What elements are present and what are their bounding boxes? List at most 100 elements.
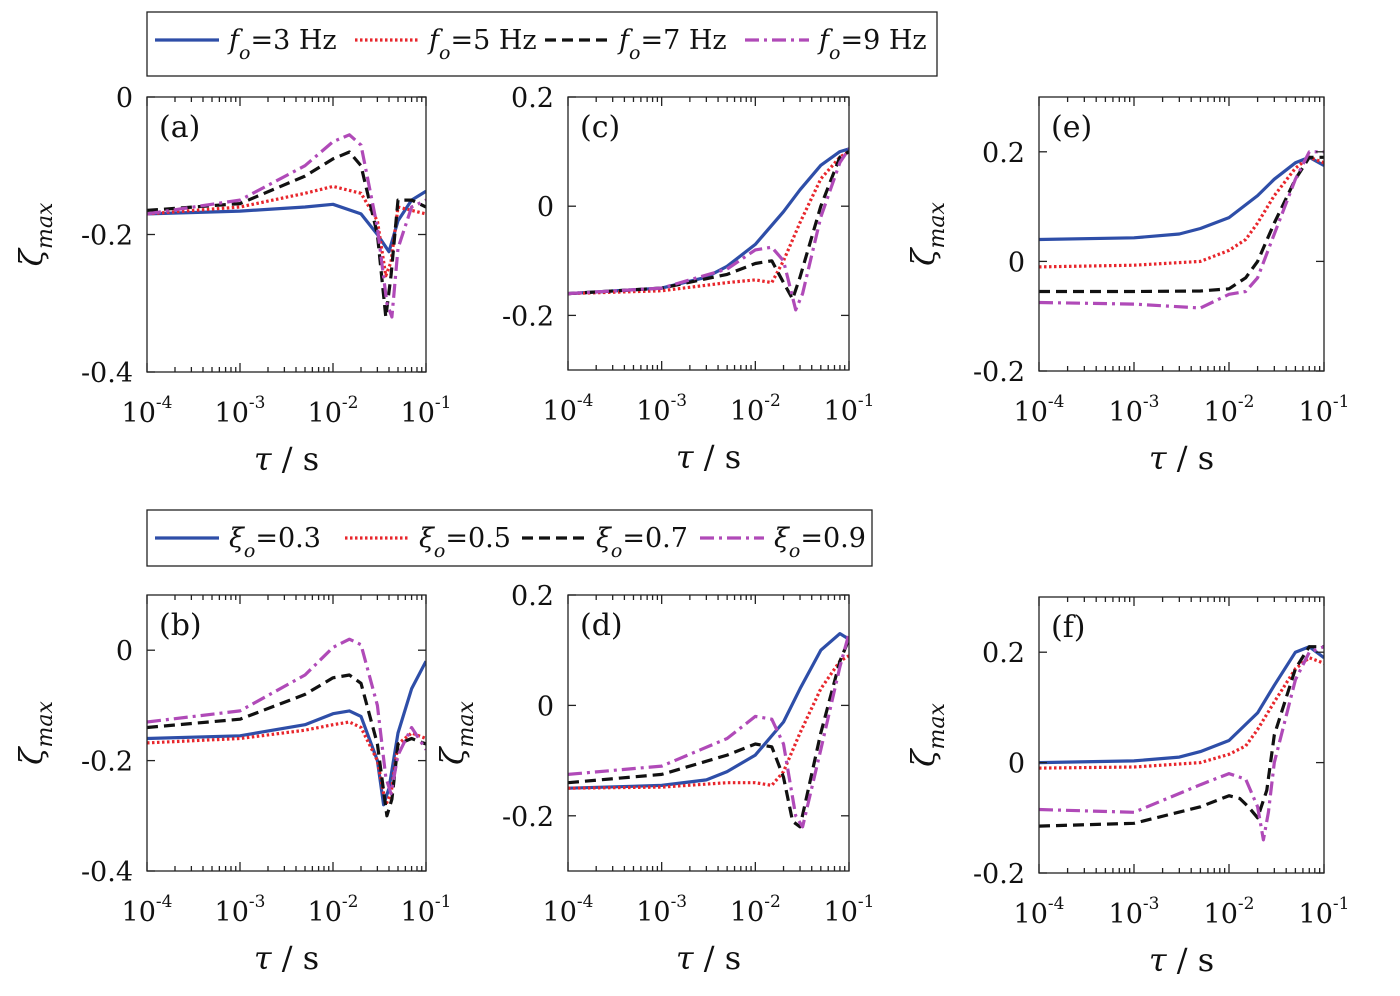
x-tick-label: 10-1 xyxy=(824,892,875,928)
y-tick-label: 0 xyxy=(537,192,554,223)
x-tick-label: 10-4 xyxy=(1014,392,1065,428)
series-line-s1 xyxy=(568,632,849,790)
y-tick-label: 0.2 xyxy=(982,138,1025,169)
panel-label: (b) xyxy=(159,608,202,643)
x-axis-label: τ / s xyxy=(676,939,741,977)
x-axis-label: τ / s xyxy=(676,438,741,476)
legend-entry-label: ξo=0.5 xyxy=(419,523,511,562)
panel-b: 10-4 10-3 10-2 10-1 -0.4 -0.2 0 (b) τ / s ζmax xyxy=(12,594,452,977)
series-line-s1 xyxy=(568,147,849,296)
series-line-s4 xyxy=(568,148,849,312)
series-line-s3 xyxy=(568,150,849,301)
series-line-s3 xyxy=(1039,645,1324,828)
legend-frame xyxy=(146,11,938,77)
x-tick-label: 10-1 xyxy=(1299,392,1350,428)
y-tick-label: 0 xyxy=(116,636,133,667)
series-line-s4 xyxy=(1039,645,1324,842)
y-tick-label: 0.2 xyxy=(511,83,554,114)
x-tick-label: 10-3 xyxy=(1109,894,1160,930)
y-tick-label: 0.2 xyxy=(982,638,1025,669)
series-line-s2 xyxy=(1039,155,1324,269)
y-tick-label: 0.2 xyxy=(511,581,554,612)
panel-label: (a) xyxy=(159,110,200,145)
legend-entry-label: fo=5 Hz xyxy=(427,25,537,64)
panel-a: 10-4 10-3 10-2 10-1 -0.4 -0.2 0 (a) τ / s ζmax xyxy=(12,83,451,478)
y-tick-label: -0.2 xyxy=(502,802,554,833)
y-tick-label: 0 xyxy=(537,691,554,722)
x-axis-label: τ / s xyxy=(1149,439,1214,477)
panel-label: (f) xyxy=(1051,610,1086,645)
y-tick-label: -0.2 xyxy=(81,747,133,778)
y-tick-label: -0.4 xyxy=(81,358,133,389)
panel-f: 10-4 10-3 10-2 10-1 -0.2 0 0.2 (f) τ / s ζmax xyxy=(904,596,1350,979)
x-axis-label: τ / s xyxy=(254,939,319,977)
y-tick-label: -0.2 xyxy=(81,221,133,252)
series-line-s4 xyxy=(147,637,426,796)
series-line-s3 xyxy=(147,673,426,818)
x-tick-label: 10-3 xyxy=(215,892,266,928)
panels-layer: 10-4 10-3 10-2 10-1-0.4-0.20(a)τ / sζmax10-… xyxy=(12,83,1349,979)
x-tick-label: 10-4 xyxy=(122,892,173,928)
legend-top: fo=3 Hz fo=5 Hz fo=7 Hz fo=9 Hz xyxy=(146,11,938,77)
x-tick-label: 10-2 xyxy=(730,892,781,928)
y-tick-label: 0 xyxy=(1008,749,1025,780)
y-tick-label: -0.4 xyxy=(81,857,133,888)
panel-label: (c) xyxy=(580,110,620,145)
y-tick-label: -0.2 xyxy=(973,859,1025,890)
legend-frame xyxy=(146,509,873,567)
series-line-s1 xyxy=(147,189,426,254)
series-line-s2 xyxy=(568,654,849,790)
legend-entry-label: ξo=0.9 xyxy=(774,523,866,562)
y-axis-label: ζmax xyxy=(904,202,950,266)
x-tick-label: 10-1 xyxy=(401,892,452,928)
y-tick-label: -0.2 xyxy=(502,301,554,332)
x-tick-label: 10-3 xyxy=(636,391,687,427)
y-axis-label: ζmax xyxy=(12,701,58,765)
x-tick-label: 10-4 xyxy=(543,391,594,427)
axes-frame xyxy=(567,96,850,371)
series-line-s3 xyxy=(568,638,849,829)
series-line-s4 xyxy=(147,133,426,319)
x-tick-label: 10-1 xyxy=(1299,894,1350,930)
x-tick-label: 10-3 xyxy=(215,393,266,429)
y-tick-label: 0 xyxy=(1008,247,1025,278)
series-line-s4 xyxy=(1039,150,1324,310)
series-line-s3 xyxy=(1039,155,1324,294)
y-axis-label: ζmax xyxy=(904,703,950,767)
axes-frame xyxy=(146,594,427,872)
axes-frame xyxy=(567,594,850,872)
x-tick-label: 10-1 xyxy=(401,393,452,429)
x-tick-label: 10-4 xyxy=(122,393,173,429)
series-line-s1 xyxy=(1039,155,1324,242)
x-tick-label: 10-2 xyxy=(308,393,359,429)
x-tick-label: 10-3 xyxy=(1109,392,1160,428)
legend-entry-label: ξo=0.7 xyxy=(596,523,688,562)
y-axis-label: ζmax xyxy=(12,202,58,266)
series-line-s2 xyxy=(147,720,426,807)
legend-entry-label: ξo=0.3 xyxy=(229,523,321,562)
x-tick-label: 10-2 xyxy=(308,892,359,928)
series-line-s2 xyxy=(147,184,426,278)
panel-e: 10-4 10-3 10-2 10-1 -0.2 0 0.2 (e) τ / s ζmax xyxy=(904,96,1350,477)
panel-label: (e) xyxy=(1051,110,1092,145)
x-axis-label: τ / s xyxy=(254,440,319,478)
x-tick-label: 10-2 xyxy=(1204,894,1255,930)
series-line-s1 xyxy=(147,660,426,807)
y-axis-label: ζmax xyxy=(433,701,479,765)
panel-c: 10-4 10-3 10-2 10-1 -0.2 0 0.2 (c) τ / s xyxy=(502,83,875,476)
x-tick-label: 10-4 xyxy=(1014,894,1065,930)
legend-bottom: ξo=0.3 ξo=0.5 ξo=0.7 ξo=0.9 xyxy=(146,509,873,567)
panel-d: 10-4 10-3 10-2 10-1 -0.2 0 0.2 (d) τ / s ζmax xyxy=(433,581,874,977)
series-line-s2 xyxy=(568,150,849,296)
series-line-s4 xyxy=(568,633,849,829)
y-tick-label: 0 xyxy=(116,83,133,114)
panel-label: (d) xyxy=(580,608,623,643)
y-tick-label: -0.2 xyxy=(973,357,1025,388)
x-tick-label: 10-4 xyxy=(543,892,594,928)
x-tick-label: 10-2 xyxy=(730,391,781,427)
axes-frame xyxy=(1038,96,1325,372)
x-tick-label: 10-1 xyxy=(824,391,875,427)
series-line-s1 xyxy=(1039,645,1324,765)
x-tick-label: 10-3 xyxy=(636,892,687,928)
